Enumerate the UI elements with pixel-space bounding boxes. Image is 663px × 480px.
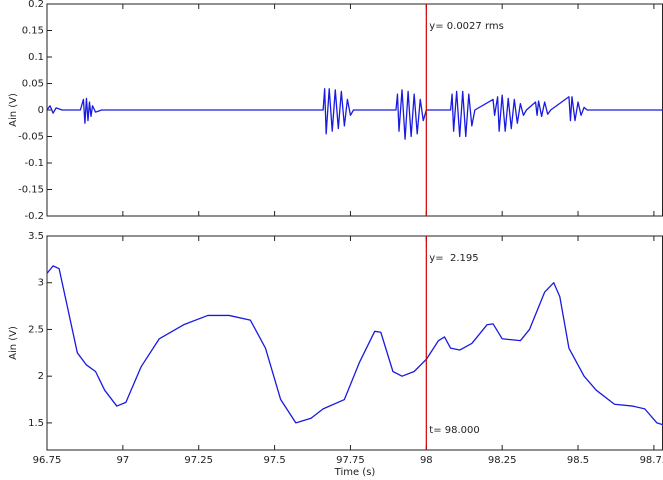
y-tick-label: 2 bbox=[38, 371, 44, 382]
y-tick-label: -0.15 bbox=[18, 185, 44, 196]
x-tick-label: 98.25 bbox=[488, 455, 517, 466]
signal-line bbox=[46, 265, 663, 426]
y-tick-label: 1.5 bbox=[28, 418, 44, 429]
y-tick-label: 0.15 bbox=[22, 26, 44, 37]
y-tick-label: -0.2 bbox=[24, 211, 44, 222]
y-tick-label: 0 bbox=[38, 105, 44, 116]
signal-line bbox=[46, 88, 663, 140]
cursor-annotation: t= 98.000 bbox=[429, 425, 479, 436]
cursor-annotation: y= 0.0027 rms bbox=[429, 21, 504, 32]
y-tick-label: 0.1 bbox=[28, 52, 44, 63]
y-tick-label: 0.05 bbox=[22, 79, 44, 90]
x-tick-label: 97 bbox=[116, 455, 129, 466]
x-axis-label: Time (s) bbox=[334, 467, 376, 478]
x-tick-label: 98.5 bbox=[567, 455, 589, 466]
x-tick-label: 97.75 bbox=[336, 455, 365, 466]
cursor-annotation: y= 2.195 bbox=[429, 253, 478, 264]
y-axis-label: Ain (V) bbox=[8, 93, 19, 127]
y-axis-label: Ain (V) bbox=[8, 326, 19, 360]
axes-frame bbox=[46, 235, 663, 451]
x-tick-label: 97.25 bbox=[184, 455, 213, 466]
x-tick-label: 96.75 bbox=[33, 455, 62, 466]
x-tick-label: 98.75 bbox=[640, 455, 663, 466]
y-tick-label: -0.05 bbox=[18, 132, 44, 143]
y-tick-label: 2.5 bbox=[28, 324, 44, 335]
y-tick-label: 3.5 bbox=[28, 231, 44, 242]
y-tick-label: 3 bbox=[38, 278, 44, 289]
y-tick-label: -0.1 bbox=[24, 158, 44, 169]
y-tick-label: 0.2 bbox=[28, 0, 44, 10]
x-tick-label: 97.5 bbox=[263, 455, 285, 466]
x-tick-label: 98 bbox=[420, 455, 433, 466]
